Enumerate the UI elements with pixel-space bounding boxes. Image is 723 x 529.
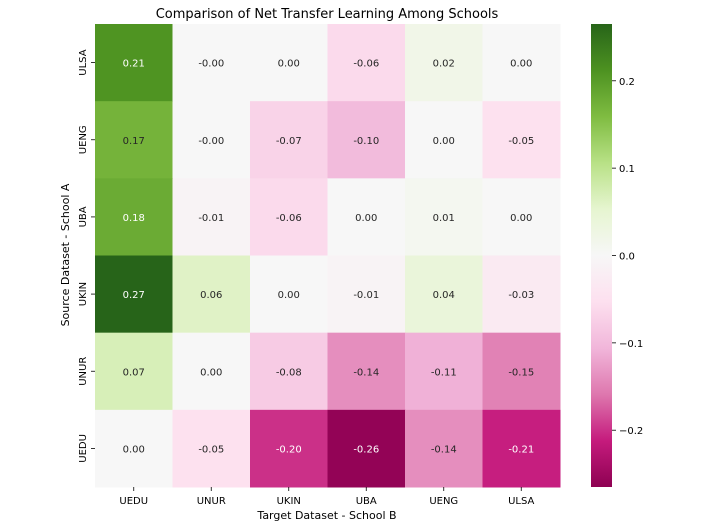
cell-value-label: -0.00 [198,59,224,70]
cell-value-label: -0.01 [198,213,224,224]
cell-value-label: -0.21 [508,444,534,455]
heatmap-cell [172,255,251,334]
heatmap-cell [172,332,251,411]
heatmap-cell [327,178,406,256]
y-axis-ticks: ULSA UENG UBA UKIN UNUR UEDU [78,49,95,463]
cell-value-label: -0.08 [276,367,302,378]
colorbar-tick-label: 0.0 [619,252,635,263]
y-tick-label: UNUR [78,357,89,386]
cell-value-label: 0.07 [123,367,145,378]
cell-value-label: -0.01 [353,290,379,301]
cell-value-label: -0.11 [431,367,457,378]
heatmap-cell [327,101,406,179]
cell-value-label: -0.26 [353,444,379,455]
cell-value-label: 0.18 [123,213,145,224]
cell-value-label: 0.00 [510,59,532,70]
cell-value-label: 0.00 [278,59,300,70]
heatmap-cell [250,178,328,256]
x-tick-label: ULSA [508,496,534,507]
heatmap-cell [405,24,483,102]
x-tick-label: UNUR [197,496,226,507]
cell-value-label: -0.15 [508,367,534,378]
cell-value-label: 0.00 [355,213,377,224]
heatmap-cell [482,255,561,334]
heatmap-cell [482,178,561,256]
heatmap-cell [405,332,483,411]
heatmap-cell [172,409,251,488]
colorbar-tick-label: −0.1 [619,339,643,350]
heatmap-cell [482,101,561,179]
heatmap-cell [405,101,483,179]
x-tick-label: UEDU [119,496,148,507]
cell-value-label: 0.04 [433,290,455,301]
y-tick-label: UENG [78,125,89,154]
heatmap-cell [405,255,483,334]
cell-value-label: -0.06 [353,59,379,70]
heatmap-cell [250,101,328,179]
y-tick-label: UBA [78,206,89,227]
heatmap-cells: 0.21 -0.00 0.00 -0.06 0.02 0.00 0.17 -0.00 -0.07… [95,24,561,488]
chart-title: Comparison of Net Transfer Learning Amon… [156,7,499,22]
heatmap-cell [405,409,483,488]
cell-value-label: 0.00 [510,213,532,224]
cell-value-label: -0.00 [198,136,224,147]
y-tick-label: UEDU [78,434,89,463]
heatmap-cell [327,409,406,488]
cell-value-label: 0.02 [433,59,455,70]
heatmap-cell [95,101,173,179]
heatmap-cell [327,24,406,102]
cell-value-label: 0.00 [278,290,300,301]
heatmap-cell [250,255,328,334]
cell-value-label: 0.01 [433,213,455,224]
colorbar-tick-label: 0.2 [619,77,635,88]
cell-value-label: -0.10 [353,136,379,147]
cell-value-label: -0.14 [431,444,457,455]
cell-value-label: 0.27 [123,290,145,301]
heatmap-cell [95,409,173,488]
cell-value-label: -0.06 [276,213,302,224]
cell-value-label: 0.17 [123,136,145,147]
heatmap-cell [482,24,561,102]
x-axis-ticks: UEDU UNUR UKIN UBA UENG ULSA [119,487,535,507]
cell-value-label: -0.07 [276,136,302,147]
cell-value-label: 0.00 [200,367,222,378]
colorbar-tick-label: 0.1 [619,164,635,175]
cell-value-label: -0.05 [198,444,224,455]
heatmap-cell [482,409,561,488]
heatmap-cell [172,178,251,256]
x-tick-label: UBA [356,496,377,507]
cell-value-label: 0.00 [123,444,145,455]
cell-value-label: 0.21 [123,59,145,70]
cell-value-label: -0.05 [508,136,534,147]
x-axis-label: Target Dataset - School B [256,509,396,522]
heatmap-cell [250,332,328,411]
heatmap-cell [482,332,561,411]
heatmap-cell [250,409,328,488]
heatmap-cell [172,24,251,102]
colorbar [591,24,612,487]
cell-value-label: -0.14 [353,367,379,378]
x-tick-label: UENG [429,496,458,507]
colorbar-ticks: 0.2 0.1 0.0 −0.1 −0.2 [612,77,643,437]
heatmap-cell [250,24,328,102]
colorbar-tick-label: −0.2 [619,426,643,437]
heatmap-cell [327,332,406,411]
heatmap-cell [327,255,406,334]
heatmap-cell [95,24,173,102]
heatmap-cell [95,332,173,411]
heatmap-cell [95,178,173,256]
y-tick-label: UKIN [78,282,89,306]
heatmap-cell [172,101,251,179]
cell-value-label: 0.06 [200,290,222,301]
y-tick-label: ULSA [78,49,89,75]
y-axis-label: Source Dataset - School A [59,183,72,326]
heatmap-cell [405,178,483,256]
cell-value-label: -0.20 [276,444,302,455]
x-tick-label: UKIN [277,496,301,507]
heatmap-cell [95,255,173,334]
cell-value-label: -0.03 [508,290,534,301]
cell-value-label: 0.00 [433,136,455,147]
